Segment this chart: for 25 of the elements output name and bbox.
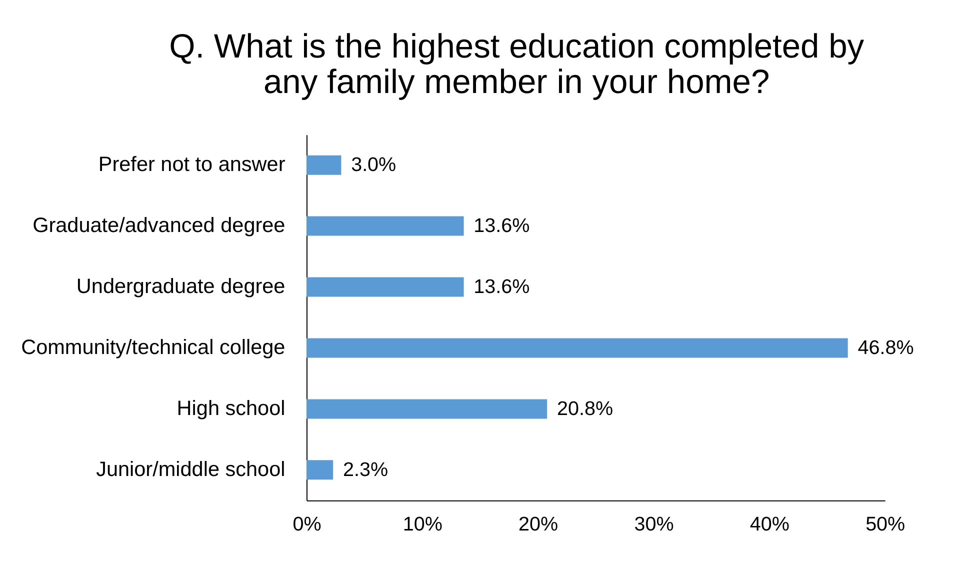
- bar: [306, 277, 464, 297]
- x-tick-label: 50%: [866, 514, 906, 536]
- x-tick-label: 20%: [518, 514, 558, 536]
- data-label: 20.8%: [556, 398, 614, 420]
- y-tick-label: High school: [176, 396, 286, 420]
- y-tick-label: Prefer not to answer: [98, 153, 286, 176]
- x-tick-label: 40%: [750, 514, 790, 536]
- data-label: 13.6%: [474, 276, 530, 298]
- bar: [306, 155, 342, 175]
- y-tick-label: Graduate/advanced degree: [32, 214, 286, 237]
- y-tick-label: Junior/middle school: [96, 458, 286, 481]
- bar: [306, 460, 334, 480]
- data-label: 46.8%: [858, 336, 914, 359]
- chart-title: Q. What is the highest education completed by any family member in your home?: [169, 28, 864, 102]
- data-label: 3.0%: [351, 154, 396, 176]
- bar: [306, 399, 548, 419]
- bar: [306, 216, 464, 236]
- y-tick-label: Community/technical college: [21, 336, 286, 359]
- y-tick-label: Undergraduate degree: [76, 274, 286, 298]
- bar: [306, 338, 848, 358]
- data-label: 13.6%: [474, 214, 530, 237]
- x-tick-label: 0%: [292, 514, 322, 536]
- data-label: 2.3%: [342, 458, 388, 481]
- x-tick-label: 30%: [634, 514, 674, 536]
- x-tick-label: 10%: [402, 514, 442, 536]
